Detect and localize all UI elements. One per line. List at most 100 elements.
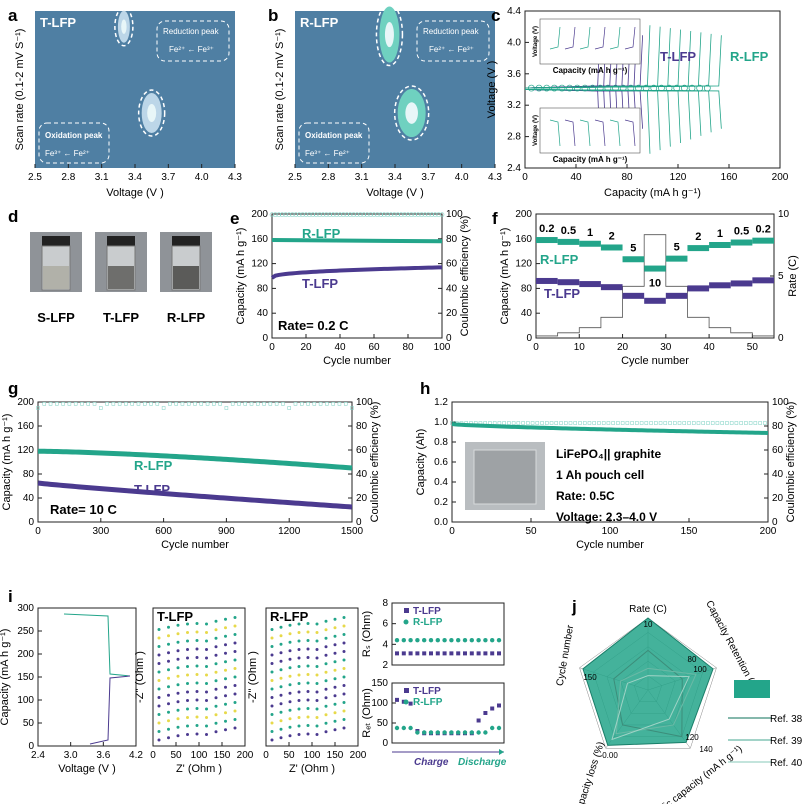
ce-marker (42, 402, 47, 406)
panel-letter: i (8, 587, 13, 606)
ce-marker (739, 421, 743, 425)
nyquist-point (342, 675, 346, 679)
y-tick-label: 0.2 (434, 497, 448, 508)
nyquist-point (297, 656, 301, 660)
nyquist-point (288, 683, 292, 687)
nyquist-point (167, 736, 170, 740)
nyquist-point (214, 704, 218, 708)
ce-marker (375, 212, 380, 217)
series-line-t (37, 480, 353, 510)
x-tick-label: 50 (283, 750, 295, 761)
oxidation-box (298, 122, 370, 164)
x-tick-label: 80 (402, 342, 414, 353)
nyquist-point (342, 726, 346, 730)
nyquist-point (306, 630, 310, 634)
ce-marker (597, 421, 601, 425)
y-tick-label: 300 (17, 603, 34, 614)
ce-marker (568, 421, 573, 425)
inset-curve (594, 119, 606, 147)
capacity-segment (709, 242, 731, 248)
rs-point-r (483, 638, 488, 643)
nyquist-point (176, 717, 180, 721)
nyquist-point (214, 687, 218, 691)
x-axis-label: Voltage (V ) (366, 187, 423, 199)
series-label-t: T-LFP (302, 276, 338, 291)
ce-marker (155, 402, 160, 406)
nyquist-point (306, 698, 310, 702)
series-label-t: T-LFP (544, 286, 580, 301)
plateau-marker (619, 84, 627, 92)
y-tick-label: 0.6 (434, 457, 448, 468)
x-axis-label: Cycle number (621, 355, 689, 367)
nyquist-point (214, 619, 218, 623)
nyquist-point (195, 724, 199, 727)
reduction-label: Reduction peak (163, 27, 220, 36)
discharge-curve (524, 89, 722, 129)
y-tick-label: 1.0 (434, 417, 448, 428)
ce-marker (300, 402, 304, 406)
ce-marker (310, 212, 316, 217)
nyquist-point (279, 693, 283, 697)
nyquist-point (324, 653, 328, 657)
x-tick-label: 0 (522, 172, 528, 183)
plateau-marker (612, 84, 619, 92)
plateau-marker (528, 84, 535, 92)
y-tick-label: 200 (17, 397, 34, 408)
nyquist-point (315, 707, 319, 711)
rs-point-t (476, 651, 481, 656)
ce-marker (625, 421, 630, 425)
nyquist-point (324, 619, 328, 623)
nyquist-point (176, 725, 180, 729)
nyquist-point (224, 660, 227, 664)
capacity-segment (579, 240, 601, 247)
nyquist-point (324, 696, 328, 700)
rct-point-r (401, 725, 406, 731)
ce-marker (507, 421, 511, 425)
nyquist-point (205, 639, 208, 643)
rct-point-r (415, 730, 420, 735)
info-line: LiFePO₄|| graphite (556, 447, 661, 461)
y2-tick-label: 20 (356, 493, 368, 504)
nyquist-point (167, 710, 170, 714)
nyquist-point (186, 724, 189, 728)
y2-tick-label: 40 (772, 469, 784, 480)
ce-marker (174, 402, 178, 406)
nyquist-point (205, 690, 208, 694)
y-tick-label: 2.4 (507, 163, 521, 174)
ce-marker (663, 421, 668, 425)
nyquist-point (333, 660, 337, 664)
plateau-marker (573, 84, 581, 92)
nyquist-point (233, 641, 237, 645)
nyquist-point (270, 696, 274, 699)
ce-marker (205, 402, 210, 406)
nyquist-point (157, 653, 161, 657)
x-tick-label: 3.6 (96, 750, 110, 761)
nyquist-point (324, 730, 328, 734)
nyquist-point (342, 701, 346, 704)
nyquist-point (167, 642, 170, 646)
y-tick-label: 100 (17, 695, 34, 706)
inset-curve (624, 119, 636, 147)
x-tick-label: 100 (304, 750, 321, 761)
nyquist-point (279, 719, 283, 723)
ce-marker (729, 421, 734, 425)
legend-marker-r (403, 699, 409, 705)
y-tick-label: 80 (23, 469, 35, 480)
y2-tick-label: 0 (778, 333, 784, 344)
ce-marker (395, 212, 401, 217)
nyquist-point (315, 681, 319, 685)
y2-tick-label: 60 (446, 259, 458, 270)
plateau-marker (642, 84, 650, 92)
rate-label: 0.5 (734, 226, 749, 238)
nyquist-point (186, 622, 189, 626)
rs-point-t (401, 651, 406, 656)
nyquist-point (233, 616, 237, 619)
nyquist-point (288, 734, 292, 738)
plateau-marker (635, 84, 642, 92)
nyquist-point (279, 727, 283, 731)
capacity-segment (752, 237, 774, 244)
ce-marker (405, 212, 411, 217)
inset-frame (539, 107, 641, 154)
ce-marker (564, 421, 568, 425)
nyquist-point (297, 707, 301, 711)
